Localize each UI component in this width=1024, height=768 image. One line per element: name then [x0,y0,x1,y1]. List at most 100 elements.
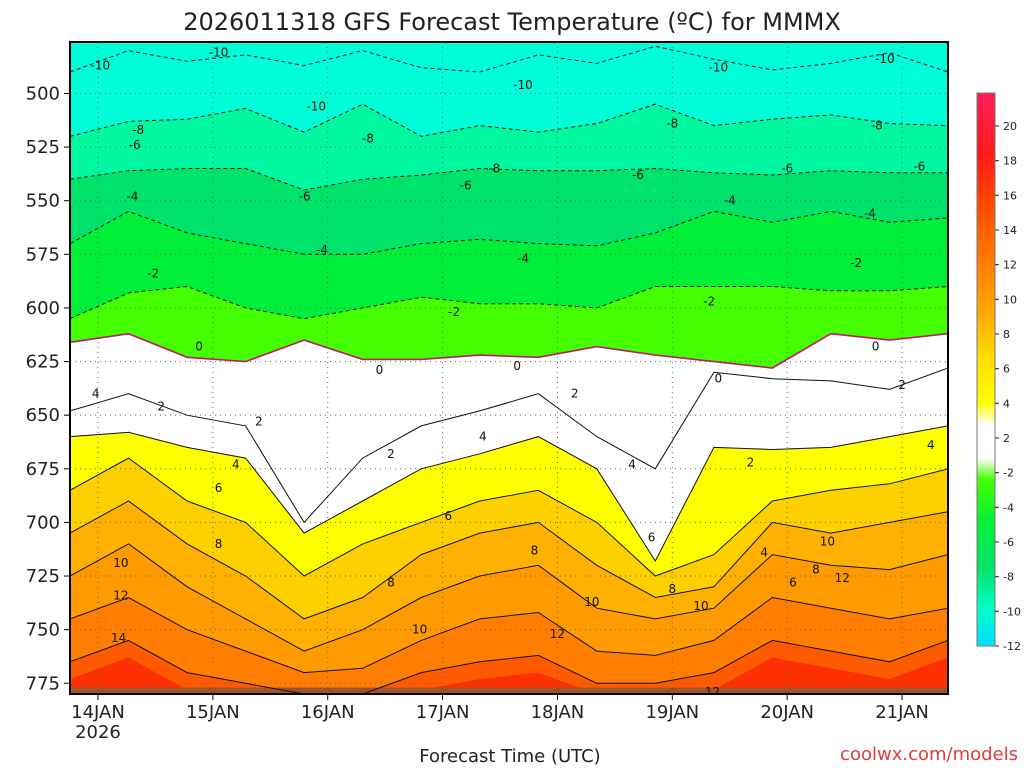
contour-label: -8 [132,123,144,137]
colorbar-tick-label: -8 [1003,571,1014,584]
contour-label: -10 [513,78,533,92]
colorbar-tick-label: 14 [1003,224,1017,237]
contour-label: -6 [299,189,311,203]
contour-line-6 [70,457,948,577]
colorbar-tick-label: -10 [1003,605,1021,618]
contour-label: 8 [387,576,395,590]
contour-line-8 [70,500,948,620]
y-axis: 500 525 550 575 600 625 650 675 700 725 750 775 [26,83,70,694]
ground-strip [70,687,948,694]
contour-label: -10 [306,99,326,113]
contour-line--6 [70,167,948,191]
colorbar-tick-label: 2 [1003,432,1010,445]
x-tick-label: 18JAN [531,702,585,723]
contour-label: 4 [479,430,487,444]
contour-label: 0 [513,359,521,373]
contour-label: 6 [950,468,958,482]
y-tick-label: 700 [26,512,60,533]
y-tick-label: 500 [26,83,60,104]
contour-label: 0 [714,372,722,386]
y-tick-label: 625 [26,352,60,373]
contour-label: 2 [747,455,755,469]
y-tick-label: 525 [26,137,60,158]
contour-label: -2 [703,295,715,309]
colorbar-tick-label: 16 [1003,189,1017,202]
contour-label: 6 [444,509,452,523]
contour-label: 4 [628,458,636,472]
contour-label: 8 [668,582,676,596]
contour-label: -10 [708,61,728,75]
contour-label: 2 [157,400,165,414]
contour-label: -10 [209,46,229,60]
contour-label: 8 [215,537,223,551]
y-tick-label: 600 [26,298,60,319]
contour-line-14 [70,639,948,694]
grid-lines [70,42,948,694]
contour-label: -6 [460,179,472,193]
contour-label: -2 [448,305,460,319]
contour-label: -4 [864,207,876,221]
contour-label: 8 [812,563,820,577]
y-tick-label: 775 [26,673,60,694]
contour-label: -6 [129,138,141,152]
contour-line-12 [70,596,948,674]
contour-line-10 [70,543,948,652]
y-tick-label: 675 [26,459,60,480]
colorbar-tick-label: 8 [1003,328,1010,341]
colorbar-tick-label: -6 [1003,536,1014,549]
temperature-band-14 [70,640,948,694]
contour-line--10 [70,45,948,73]
contour-label: -4 [724,194,736,208]
colorbar-tick-label: 18 [1003,155,1017,168]
contour-lines [70,45,948,694]
x-tick-label: 21JAN [875,702,929,723]
contour-label: -2 [850,256,862,270]
colorbar-tick-label: 4 [1003,397,1010,410]
x-tick-label: 14JAN [71,702,125,723]
contour-label: 14 [954,638,969,652]
contour-label: 2 [387,447,395,461]
y-tick-label: 550 [26,191,60,212]
colorbar-tick-label: -12 [1003,640,1021,653]
contour-label: 12 [550,627,565,641]
contour-label: -6 [913,159,925,173]
contour-label: -6 [632,168,644,182]
contour-label: 12 [113,588,128,602]
contour-labels: -10-10-10-10-10-10-8-8-8-8 -8-6-6-6-6 -6 -6… [90,46,969,694]
plot-area [70,42,948,694]
colorbar-tick-label: 12 [1003,259,1017,272]
watermark: coolwx.com/models [840,744,1018,765]
x-tick-label: 15JAN [186,702,240,723]
contour-label: 0 [872,340,880,354]
contour-label: 14 [111,631,126,645]
plot-frame [69,41,949,695]
x-tick-year-label: 2026 [75,722,121,743]
contour-label: -8 [488,162,500,176]
contour-line--8 [70,103,948,137]
contour-label: 4 [760,545,768,559]
contour-label: 6 [215,481,223,495]
x-tick-label: 17JAN [416,702,470,723]
contour-label: 8 [531,543,539,557]
y-tick-label: 575 [26,244,60,265]
y-tick-label: 725 [26,566,60,587]
contour-label: -10 [875,52,895,66]
contour-label: 12 [835,571,850,585]
contour-label: 0 [376,363,384,377]
x-axis-label: Forecast Time (UTC) [419,746,600,767]
contour-label: 10 [412,623,427,637]
chart-title: 2026011318 GFS Forecast Temperature (ºC)… [183,8,841,36]
contour-label: 10 [820,535,835,549]
contour-label: -8 [362,132,374,146]
contour-label: -8 [871,119,883,133]
colorbar: 20 18 16 14 12 10 8 6 4 2 -2 -4 -6 -8 -10 -12 [976,92,1021,653]
colorbar-tick-label: -2 [1003,467,1014,480]
contour-label: -4 [126,189,138,203]
contour-label: -6 [781,162,793,176]
colorbar-tick-label: 20 [1003,120,1017,133]
contour-label: 10 [584,595,599,609]
contour-line--2 [70,285,948,320]
contour-label: -10 [90,59,110,73]
